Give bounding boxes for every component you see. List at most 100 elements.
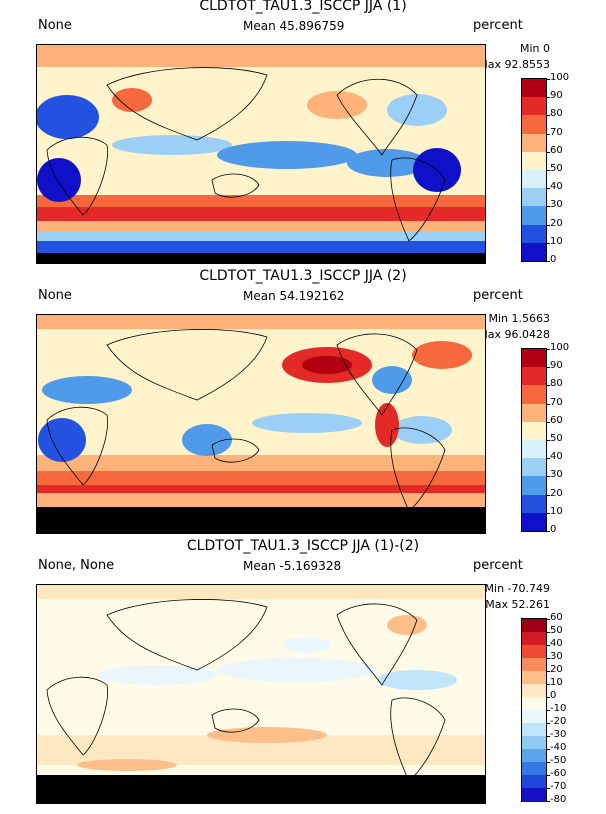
colorbar-segment <box>522 206 546 226</box>
colorbar-tick <box>546 367 550 369</box>
colorbar-segment <box>522 242 546 262</box>
colorbar-label: 50 <box>550 433 563 444</box>
colorbar-tick <box>546 261 550 262</box>
colorbar-segment <box>522 512 546 532</box>
colorbar-tick <box>546 170 550 171</box>
colorbar-tick <box>546 736 550 737</box>
colorbar-label: 10 <box>550 505 563 517</box>
colorbar-segment <box>522 188 546 207</box>
colorbar-label: -20 <box>550 716 567 727</box>
colorbar-segment <box>522 658 546 672</box>
panel-units: percent <box>473 288 523 303</box>
colorbar-segment <box>522 79 546 98</box>
colorbar-tick <box>546 723 550 724</box>
colorbar-segment <box>522 723 546 737</box>
panel-max: Max 52.261 <box>485 598 550 611</box>
colorbar-segment <box>522 645 546 659</box>
colorbar-segment <box>522 440 546 459</box>
panel-2: CLDTOT_TAU1.3_ISCCP JJA (2) None Mean 54… <box>0 268 606 540</box>
colorbar-segment <box>522 710 546 724</box>
colorbar-tick <box>546 762 550 763</box>
colorbar-segment <box>522 619 546 633</box>
colorbar-label: 40 <box>550 181 563 193</box>
colorbar-tick <box>546 645 550 646</box>
colorbar-segment <box>522 684 546 698</box>
colorbar-tick <box>546 512 550 514</box>
colorbar-label: 100 <box>550 72 570 83</box>
panel-min: Min 1.5663 <box>488 312 550 325</box>
colorbar-tick <box>546 79 550 80</box>
panel-mean: Mean 54.192162 <box>243 289 345 303</box>
map-plot <box>36 314 486 534</box>
colorbar-tick <box>546 619 550 620</box>
colorbar-label: -70 <box>550 781 567 792</box>
colorbar-tick <box>546 151 550 153</box>
colorbar-label: 70 <box>550 126 563 138</box>
colorbar-segment <box>522 349 546 368</box>
map-field <box>37 585 485 803</box>
colorbar-label: 40 <box>550 638 563 649</box>
map-plot <box>36 584 486 804</box>
panel-max: Max 96.0428 <box>478 328 550 341</box>
colorbar-label: 100 <box>550 342 570 353</box>
colorbar-segment <box>522 788 546 802</box>
colorbar-segment <box>522 224 546 244</box>
colorbar-tick <box>546 476 550 478</box>
colorbar-label: -10 <box>550 703 567 714</box>
colorbar-label: 30 <box>550 199 563 211</box>
colorbar-label: 20 <box>550 217 563 229</box>
colorbar-label: 90 <box>550 360 563 372</box>
colorbar-segment <box>522 632 546 646</box>
panel-min: Min 0 <box>519 42 550 55</box>
colorbar-tick <box>546 403 550 405</box>
colorbar-label: 30 <box>550 651 563 662</box>
colorbar <box>521 78 550 262</box>
colorbar <box>521 618 550 802</box>
map-field <box>37 45 485 263</box>
colorbar-label: 20 <box>550 487 563 499</box>
colorbar-tick <box>546 458 550 460</box>
colorbar-label: 60 <box>550 612 563 623</box>
colorbar-label: -60 <box>550 768 567 779</box>
colorbar-label: 90 <box>550 90 563 102</box>
colorbar-segment <box>522 476 546 496</box>
colorbar-tick <box>546 684 550 685</box>
colorbar-label: 50 <box>550 163 563 174</box>
colorbar-tick <box>546 440 550 441</box>
panel-left-label: None, None <box>38 558 115 573</box>
panel-min: Min -70.749 <box>484 582 550 595</box>
colorbar-tick <box>546 133 550 135</box>
colorbar-tick <box>546 671 550 672</box>
colorbar-segment <box>522 115 546 135</box>
colorbar-segment <box>522 97 546 116</box>
colorbar-tick <box>546 531 550 532</box>
colorbar-labels: 60 50 40 30 20 10 0 -10 -20 -30 -40 -50 -60 -70 -80 <box>550 613 590 805</box>
colorbar-tick <box>546 242 550 244</box>
colorbar-segment <box>522 775 546 789</box>
colorbar-segment <box>522 133 546 153</box>
colorbar-label: -40 <box>550 742 567 753</box>
panel-max: Max 92.8553 <box>478 58 550 71</box>
colorbar-tick <box>546 710 550 711</box>
panel-1: CLDTOT_TAU1.3_ISCCP JJA (1) None Mean 45… <box>0 0 606 270</box>
colorbar-tick <box>546 697 550 698</box>
colorbar-labels: 100 90 80 70 60 50 40 30 20 10 0 <box>550 73 590 265</box>
colorbar-tick <box>546 385 550 387</box>
colorbar-segment <box>522 403 546 423</box>
colorbar-segment <box>522 749 546 763</box>
colorbar-label: 80 <box>550 108 563 120</box>
panel-3: CLDTOT_TAU1.3_ISCCP JJA (1)-(2) None, No… <box>0 538 606 810</box>
colorbar-labels: 100 90 80 70 60 50 40 30 20 10 0 <box>550 343 590 535</box>
colorbar-tick <box>546 349 550 350</box>
colorbar-tick <box>546 224 550 226</box>
panel-units: percent <box>473 18 523 33</box>
colorbar-label: 50 <box>550 625 563 636</box>
colorbar-label: 30 <box>550 469 563 481</box>
panel-title: CLDTOT_TAU1.3_ISCCP JJA (1)-(2) <box>186 538 420 554</box>
panel-title: CLDTOT_TAU1.3_ISCCP JJA (2) <box>199 268 407 284</box>
colorbar-segment <box>522 385 546 405</box>
colorbar-label: 10 <box>550 677 563 688</box>
colorbar-tick <box>546 188 550 190</box>
colorbar-tick <box>546 658 550 659</box>
colorbar-label: -30 <box>550 729 567 740</box>
